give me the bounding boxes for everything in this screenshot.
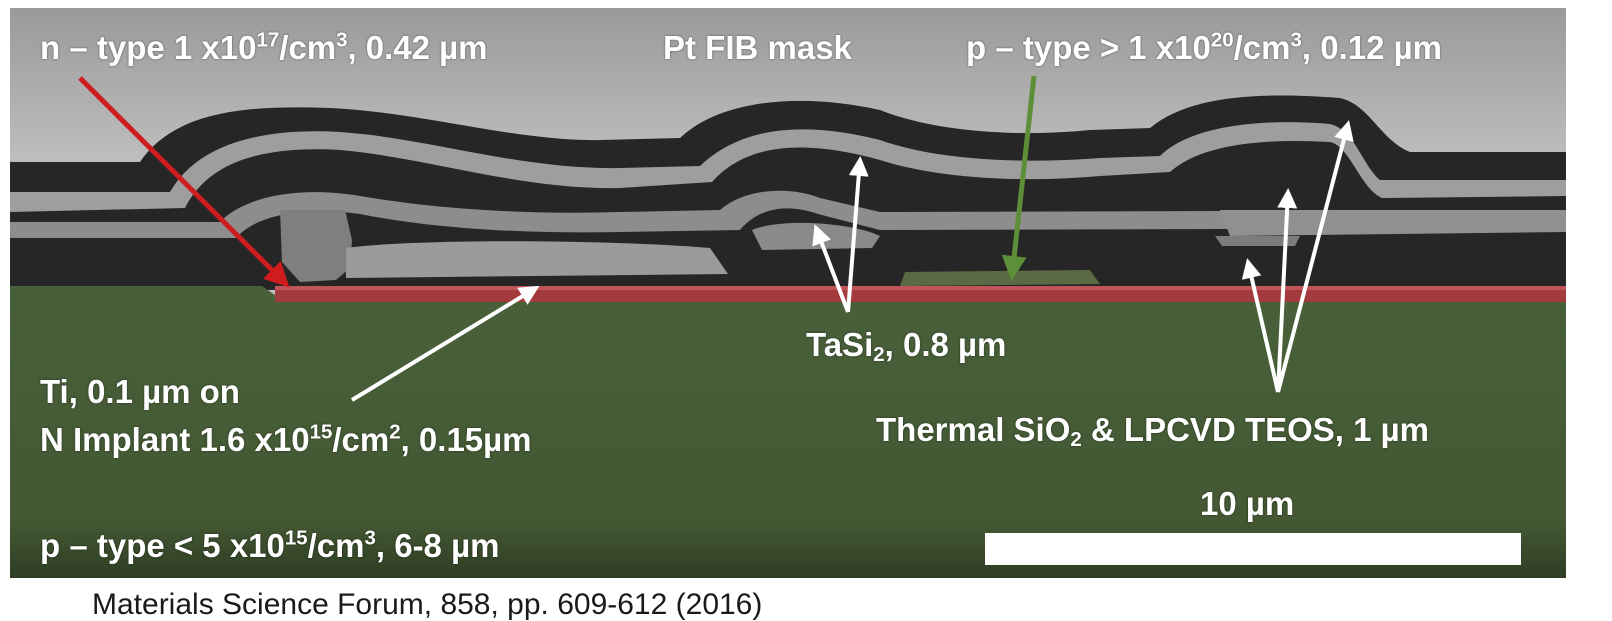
label-thermal-oxide: Thermal SiO2 & LPCVD TEOS, 1 µm: [876, 411, 1430, 452]
label-p-type-substrate: p – type < 5 x1015/cm3, 6-8 µm: [40, 526, 500, 564]
label-scale-bar: 10 µm: [1200, 485, 1295, 522]
substrate: [10, 300, 1566, 578]
label-n-type: n – type 1 x1017/cm3, 0.42 µm: [40, 28, 488, 66]
white-arrow-tasi-1: [846, 156, 869, 313]
grey-liner-top: [10, 122, 1566, 212]
white-arrow-oxide-1: [1241, 258, 1280, 393]
right-stub: [1220, 210, 1566, 236]
label-ti-line1: Ti, 0.1 µm on: [40, 373, 240, 410]
p-type-plateau: [900, 270, 1100, 286]
right-stub-lower: [1215, 236, 1300, 246]
n-type-band-highlight: [275, 286, 1566, 290]
white-arrow-ti: [350, 285, 540, 402]
white-arrow-oxide-3: [1276, 120, 1354, 393]
red-arrow: [78, 76, 290, 288]
substrate-step: [10, 286, 282, 300]
white-arrow-oxide-2: [1276, 188, 1298, 393]
label-ti-line2: N Implant 1.6 x1015/cm2, 0.15µm: [40, 420, 532, 458]
white-arrow-tasi-2: [812, 224, 850, 313]
citation: Materials Science Forum, 858, pp. 609-61…: [92, 588, 763, 621]
grey-liner-mid: [10, 190, 1566, 238]
ti-contact-left: [346, 241, 728, 278]
scale-bar: [985, 533, 1521, 565]
label-pt-fib-mask: Pt FIB mask: [663, 29, 852, 66]
left-stub: [280, 210, 352, 282]
green-arrow: [1001, 75, 1037, 281]
label-tasi2: TaSi2, 0.8 µm: [806, 326, 1007, 367]
label-p-type-top: p – type > 1 x1020/cm3, 0.12 µm: [966, 28, 1442, 66]
